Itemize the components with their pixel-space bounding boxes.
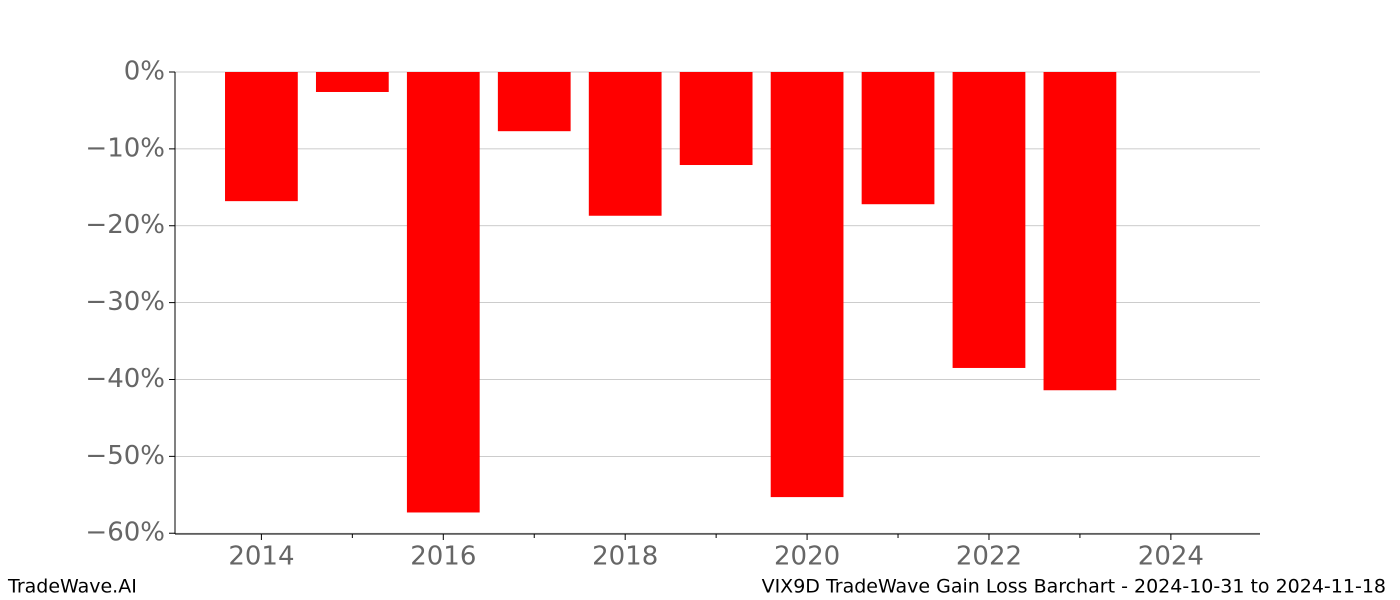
x-tick-label: 2022 xyxy=(956,542,1022,572)
chart-title: VIX9D TradeWave Gain Loss Barchart - 202… xyxy=(762,576,1386,598)
x-tick-label: 2014 xyxy=(228,542,294,572)
x-tick-label: 2018 xyxy=(592,542,658,572)
y-tick-label: −60% xyxy=(85,518,165,548)
y-tick-label: −30% xyxy=(85,287,165,317)
bar xyxy=(406,72,480,513)
bar xyxy=(770,72,844,498)
y-tick-label: −20% xyxy=(85,210,165,240)
bar xyxy=(861,72,935,205)
y-tick-label: −50% xyxy=(85,441,165,471)
bar xyxy=(1043,72,1117,391)
bar xyxy=(315,72,389,92)
bar xyxy=(225,72,298,202)
y-tick-label: −10% xyxy=(85,133,165,163)
bar xyxy=(497,72,571,132)
x-tick-label: 2020 xyxy=(774,542,840,572)
y-tick-label: −40% xyxy=(85,364,165,394)
bar xyxy=(952,72,1026,368)
x-tick-label: 2016 xyxy=(410,542,476,572)
x-tick-label: 2024 xyxy=(1138,542,1204,572)
y-tick-label: 0% xyxy=(124,57,165,87)
bar xyxy=(588,72,662,216)
brand: TradeWave.AI xyxy=(7,576,137,598)
bar xyxy=(679,72,753,166)
